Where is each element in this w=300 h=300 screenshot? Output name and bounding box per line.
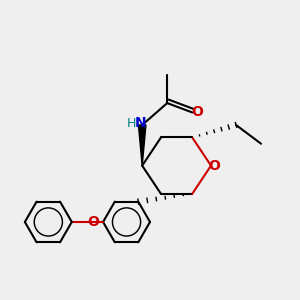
- Text: O: O: [191, 106, 203, 119]
- Text: H: H: [127, 117, 136, 130]
- Text: O: O: [88, 215, 100, 229]
- Polygon shape: [138, 125, 146, 166]
- Text: O: O: [208, 159, 220, 172]
- Text: N: N: [135, 116, 146, 130]
